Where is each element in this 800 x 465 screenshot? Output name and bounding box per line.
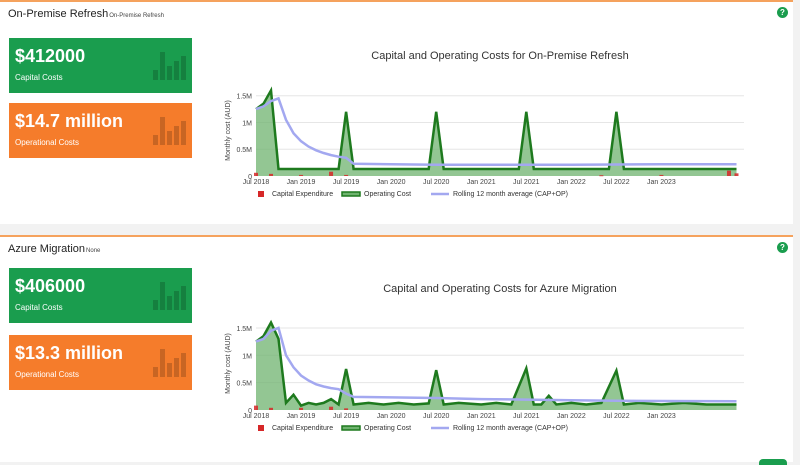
operating-cost-line [255, 319, 737, 408]
capital-expenditure-bar [344, 408, 349, 410]
capital-expenditure-bar [726, 170, 731, 176]
x-tick-label: Jul 2019 [333, 413, 360, 420]
x-tick-label: Jan 2019 [287, 179, 316, 186]
x-tick-label: Jul 2022 [603, 413, 630, 420]
operational-costs-value: $13.3 million [15, 343, 124, 363]
legend-label-operating: Operating Cost [364, 191, 411, 198]
capital-expenditure-bar [299, 174, 304, 176]
x-tick-label: Jan 2021 [467, 413, 496, 420]
legend-swatch-capital [258, 425, 264, 431]
capital-costs-value: $412000 [15, 46, 86, 66]
capital-expenditure-bar [599, 175, 604, 177]
capital-costs-value: $406000 [15, 276, 86, 296]
capital-expenditure-bar [269, 407, 274, 410]
y-tick-label: 1M [242, 353, 252, 360]
bar-chart-icon [153, 117, 186, 145]
legend-label-rolling: Rolling 12 month average (CAP+OP) [453, 191, 568, 198]
capital-expenditure-bar [734, 173, 739, 176]
legend-label-capital: Capital Expenditure [272, 191, 333, 198]
y-tick-label: 1.5M [236, 94, 252, 101]
scenario-panel-azure: Azure MigrationNone ? $406000 Capital Co… [0, 235, 793, 465]
x-tick-label: Jul 2018 [243, 179, 270, 186]
x-tick-label: Jan 2021 [467, 179, 496, 186]
chart-title: Capital and Operating Costs for Azure Mi… [383, 283, 617, 295]
panel-title: Azure MigrationNone [8, 243, 101, 255]
operating-cost-line [255, 86, 737, 171]
x-tick-label: Jul 2019 [333, 179, 360, 186]
y-tick-label: 0.5M [236, 147, 252, 154]
scenario-panel-on-premise: On-Premise RefreshOn-Premise Refresh ? $… [0, 0, 793, 224]
y-tick-label: 0 [248, 174, 252, 181]
bar-chart-icon [153, 282, 186, 310]
y-tick-label: 1M [242, 120, 252, 127]
operational-costs-card: $13.3 million Operational Costs [9, 335, 192, 390]
help-icon[interactable]: ? [777, 242, 788, 253]
capital-expenditure-bar [659, 174, 664, 176]
legend-label-capital: Capital Expenditure [272, 425, 333, 432]
capital-expenditure-bar [254, 405, 258, 410]
capital-costs-label: Capital Costs [15, 303, 63, 312]
bar-chart-icon [153, 52, 186, 80]
capital-costs-label: Capital Costs [15, 73, 63, 82]
cost-chart[interactable]: Capital and Operating Costs for Azure Mi… [0, 237, 793, 462]
x-tick-label: Jan 2023 [647, 413, 676, 420]
x-tick-label: Jan 2022 [557, 179, 586, 186]
y-axis-label: Monthly cost (AUD) [225, 100, 232, 161]
operating-cost-area [256, 90, 737, 176]
help-icon[interactable]: ? [777, 7, 788, 18]
operating-cost-area [256, 322, 737, 410]
rolling-average-line [255, 96, 737, 167]
x-tick-label: Jul 2020 [423, 413, 450, 420]
cost-chart[interactable]: Capital and Operating Costs for On-Premi… [0, 2, 793, 224]
capital-costs-card: $406000 Capital Costs [9, 268, 192, 323]
chart-title: Capital and Operating Costs for On-Premi… [371, 50, 628, 62]
operational-costs-label: Operational Costs [15, 370, 80, 379]
operational-costs-card: $14.7 million Operational Costs [9, 103, 192, 158]
y-tick-label: 1.5M [236, 326, 252, 333]
x-tick-label: Jan 2020 [377, 413, 406, 420]
panel-subtitle: None [86, 248, 101, 254]
capital-expenditure-bar [254, 172, 258, 176]
operational-costs-value: $14.7 million [15, 111, 124, 131]
x-tick-label: Jul 2020 [423, 179, 450, 186]
x-tick-label: Jan 2023 [647, 179, 676, 186]
legend-swatch-capital [258, 191, 264, 197]
x-tick-label: Jan 2020 [377, 179, 406, 186]
scroll-toggle[interactable] [759, 459, 787, 465]
legend-label-rolling: Rolling 12 month average (CAP+OP) [453, 425, 568, 432]
capital-expenditure-bar [299, 407, 304, 410]
y-tick-label: 0 [248, 408, 252, 415]
y-tick-label: 0.5M [236, 381, 252, 388]
x-tick-label: Jul 2021 [513, 179, 540, 186]
panel-title: On-Premise RefreshOn-Premise Refresh [8, 8, 164, 20]
x-tick-label: Jan 2022 [557, 413, 586, 420]
x-tick-label: Jul 2021 [513, 413, 540, 420]
legend-swatch-operating [341, 191, 361, 197]
capital-expenditure-bar [329, 406, 334, 410]
bar-chart-icon [153, 349, 186, 377]
panel-subtitle: On-Premise Refresh [109, 13, 164, 19]
legend-swatch-operating [341, 425, 361, 431]
capital-expenditure-bar [269, 173, 274, 176]
capital-costs-card: $412000 Capital Costs [9, 38, 192, 93]
y-axis-label: Monthly cost (AUD) [225, 333, 232, 394]
x-tick-label: Jan 2019 [287, 413, 316, 420]
legend-label-operating: Operating Cost [364, 425, 411, 432]
rolling-average-line [255, 326, 737, 403]
operational-costs-label: Operational Costs [15, 138, 80, 147]
capital-expenditure-bar [344, 174, 349, 176]
x-tick-label: Jul 2022 [603, 179, 630, 186]
capital-expenditure-bar [329, 171, 334, 176]
x-tick-label: Jul 2018 [243, 413, 270, 420]
